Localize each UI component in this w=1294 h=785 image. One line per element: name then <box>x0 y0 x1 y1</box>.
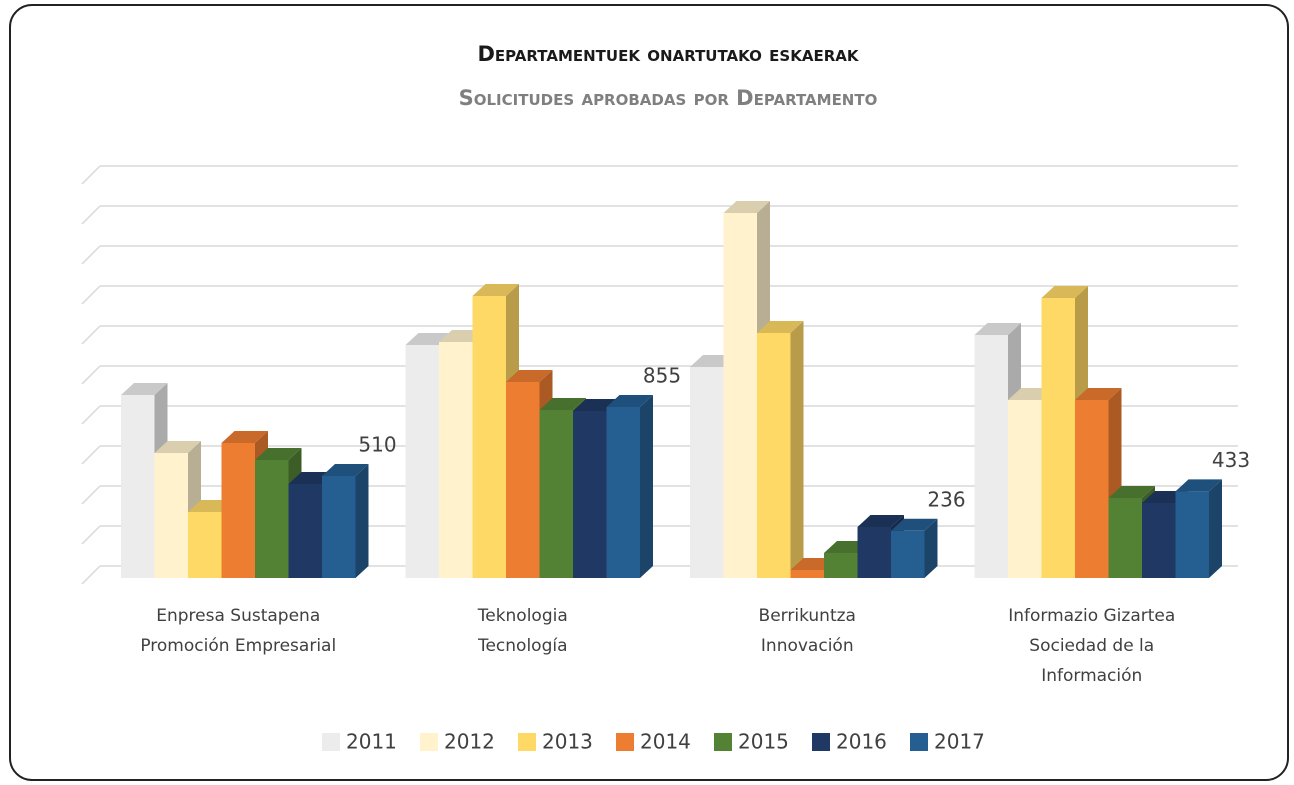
bar-top <box>974 323 1021 335</box>
bar-top <box>723 201 770 213</box>
bar <box>472 296 506 578</box>
bar-top <box>1075 388 1122 400</box>
grid-line-side <box>81 565 101 585</box>
bar-top <box>1041 286 1088 298</box>
bar <box>1075 400 1109 578</box>
bar-top <box>255 448 302 460</box>
grid-line-side <box>81 525 101 545</box>
bar <box>221 443 255 578</box>
bar-side <box>355 464 369 578</box>
bar-top <box>539 398 586 410</box>
legend-swatch <box>812 733 830 751</box>
grid-line-side <box>81 285 101 305</box>
bar <box>405 345 439 578</box>
bar-top <box>121 383 168 395</box>
bar-top <box>1108 486 1155 498</box>
bar-top <box>606 395 653 407</box>
bar-top <box>221 431 268 443</box>
legend-label: 2017 <box>934 730 985 754</box>
grid-line-side <box>81 445 101 465</box>
legend-label: 2011 <box>346 730 397 754</box>
x-tick-label: Enpresa Sustapena <box>156 606 320 626</box>
data-label: 510 <box>358 433 396 457</box>
legend-label: 2014 <box>640 730 691 754</box>
x-tick-label: Sociedad de la <box>1029 636 1154 656</box>
legend-label: 2013 <box>542 730 593 754</box>
x-tick-label: Información <box>1041 666 1142 686</box>
data-label: 855 <box>643 364 681 388</box>
bar-top <box>154 441 201 453</box>
bar-top <box>322 464 369 476</box>
bar <box>573 411 607 578</box>
data-label: 433 <box>1212 448 1250 472</box>
bar-top <box>857 515 904 527</box>
bar <box>1008 400 1042 578</box>
x-tick-label: Promoción Empresarial <box>140 636 336 656</box>
bar-top <box>506 370 553 382</box>
x-tick-label: Informazio Gizartea <box>1008 606 1175 626</box>
bar <box>824 553 858 578</box>
legend-label: 2015 <box>738 730 789 754</box>
bar <box>188 512 222 578</box>
bar <box>1175 491 1209 578</box>
bar <box>1041 298 1075 578</box>
x-tick-label: Teknologia <box>477 606 568 626</box>
bar <box>857 527 891 578</box>
legend-label: 2016 <box>836 730 887 754</box>
chart-title: Departamentuek onartutako eskaerak <box>478 42 860 66</box>
bar <box>790 570 824 578</box>
bar-top <box>891 518 938 531</box>
grid-line-side <box>81 165 101 185</box>
grid-line-side <box>81 405 101 425</box>
legend-label: 2012 <box>444 730 495 754</box>
legend-swatch <box>616 733 634 751</box>
bar <box>974 335 1008 578</box>
bar <box>606 407 640 578</box>
legend-swatch <box>714 733 732 751</box>
bar-side <box>790 321 804 578</box>
grid-line-side <box>81 245 101 265</box>
chart-border <box>9 4 1289 781</box>
grid-line-side <box>81 325 101 345</box>
bar-side <box>924 518 938 578</box>
chart-subtitle: Solicitudes aprobadas por Departamento <box>459 86 878 110</box>
bar <box>1142 503 1176 578</box>
bar <box>322 476 356 578</box>
grid-line-side <box>81 485 101 505</box>
bar <box>891 530 925 578</box>
legend-swatch <box>322 733 340 751</box>
grid-line-side <box>81 205 101 225</box>
bar <box>1108 498 1142 578</box>
bar-top <box>472 284 519 296</box>
bar <box>506 382 540 578</box>
bar <box>121 395 155 578</box>
bar <box>439 342 473 578</box>
bar <box>288 484 322 578</box>
bar <box>154 453 188 578</box>
bar <box>757 333 791 578</box>
x-tick-label: Tecnología <box>477 636 568 656</box>
legend-swatch <box>518 733 536 751</box>
bar <box>690 367 724 578</box>
grid-line-side <box>81 365 101 385</box>
x-tick-label: Berrikuntza <box>759 606 856 626</box>
legend-swatch <box>910 733 928 751</box>
bar-side <box>1209 479 1222 578</box>
bar <box>255 460 289 578</box>
bar-top <box>757 321 804 333</box>
bar <box>723 213 757 578</box>
data-label: 236 <box>927 487 965 511</box>
legend-swatch <box>420 733 438 751</box>
bar-side <box>640 395 653 578</box>
x-tick-label: Innovación <box>761 636 854 656</box>
bar-top <box>1175 479 1222 492</box>
bar <box>539 410 573 578</box>
